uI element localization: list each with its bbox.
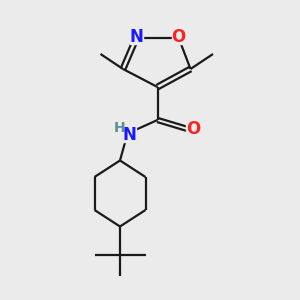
Bar [114, 123, 124, 133]
Text: N: N [130, 28, 143, 46]
Bar [122, 128, 136, 142]
Text: H: H [113, 121, 125, 135]
Text: O: O [171, 28, 186, 46]
Text: O: O [186, 120, 201, 138]
Bar [130, 31, 143, 44]
Bar [172, 31, 185, 44]
Text: N: N [122, 126, 136, 144]
Bar [186, 122, 201, 136]
